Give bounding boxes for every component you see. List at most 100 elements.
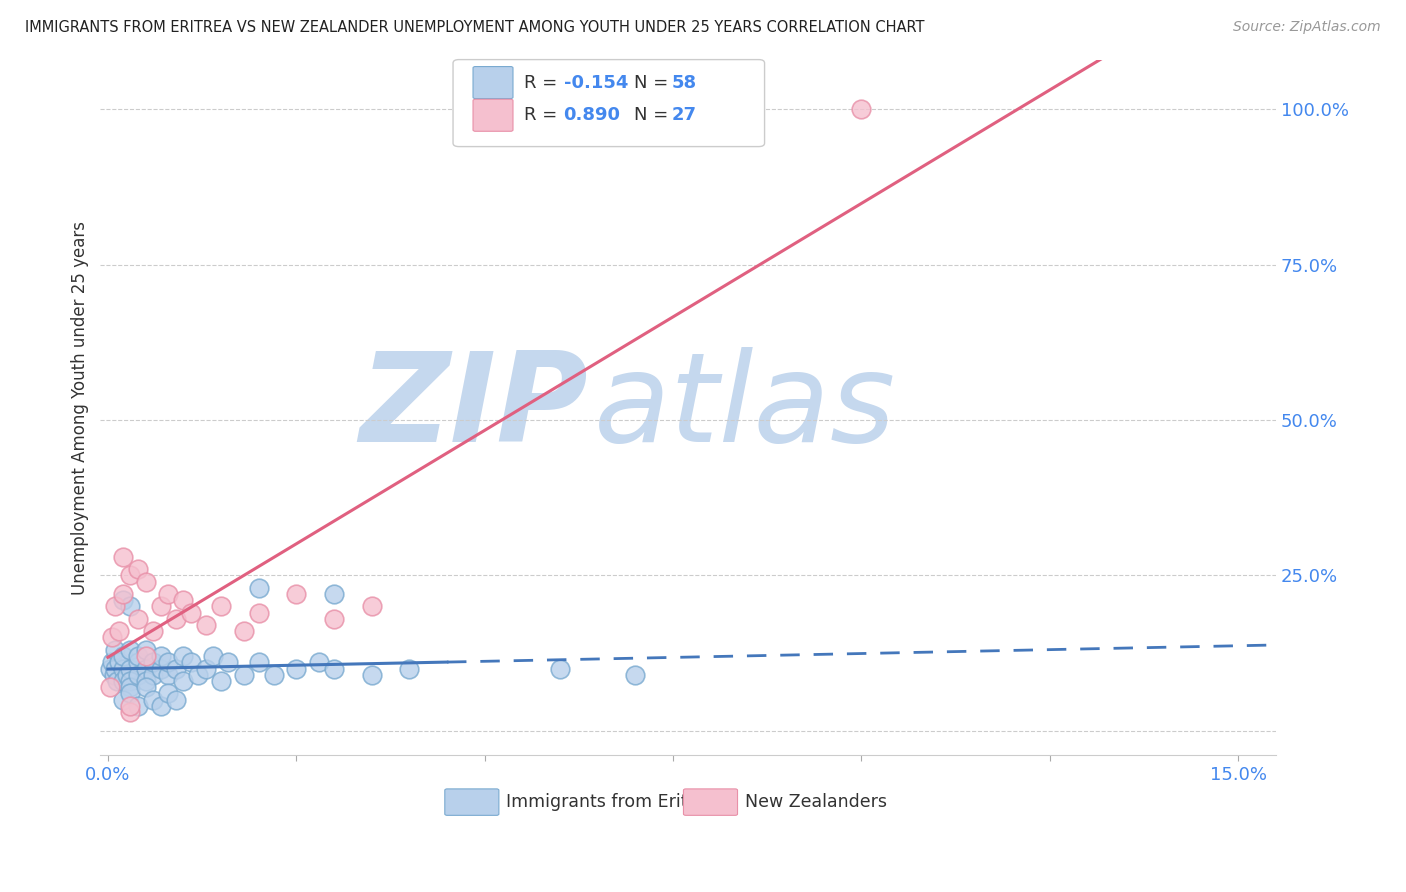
Point [548, 661, 571, 675]
Point [172, 673, 194, 688]
Text: 0.890: 0.890 [564, 106, 620, 124]
Point [135, 649, 157, 664]
Point [120, 673, 142, 688]
Point [120, 568, 142, 582]
Point [165, 612, 187, 626]
Point [360, 599, 382, 614]
Point [149, 599, 172, 614]
Point [100, 655, 122, 669]
Point [127, 562, 149, 576]
Point [127, 655, 149, 669]
Point [285, 661, 308, 675]
Point [103, 667, 125, 681]
Text: IMMIGRANTS FROM ERITREA VS NEW ZEALANDER UNEMPLOYMENT AMONG YOUTH UNDER 25 YEARS: IMMIGRANTS FROM ERITREA VS NEW ZEALANDER… [25, 20, 925, 35]
Point [100, 631, 122, 645]
Point [323, 587, 346, 601]
Point [111, 673, 134, 688]
Text: 27: 27 [672, 106, 697, 124]
Point [247, 606, 270, 620]
Point [142, 667, 165, 681]
Text: R =: R = [523, 106, 562, 124]
Point [247, 655, 270, 669]
Text: N =: N = [634, 73, 673, 92]
Text: 58: 58 [672, 73, 697, 92]
Point [624, 667, 647, 681]
Y-axis label: Unemployment Among Youth under 25 years: Unemployment Among Youth under 25 years [72, 220, 89, 595]
Text: N =: N = [634, 106, 673, 124]
Point [127, 612, 149, 626]
Point [135, 574, 157, 589]
Point [105, 673, 128, 688]
FancyBboxPatch shape [453, 60, 765, 146]
Point [111, 549, 134, 564]
Point [120, 705, 142, 719]
FancyBboxPatch shape [472, 67, 513, 99]
Point [120, 686, 142, 700]
Point [127, 698, 149, 713]
FancyBboxPatch shape [683, 789, 738, 815]
Point [115, 667, 138, 681]
Point [263, 667, 285, 681]
Point [98, 680, 121, 694]
Point [194, 618, 217, 632]
Point [165, 661, 187, 675]
Point [108, 655, 131, 669]
Point [180, 606, 202, 620]
Point [111, 661, 134, 675]
Point [120, 680, 142, 694]
Point [157, 587, 180, 601]
Point [104, 643, 127, 657]
Text: R =: R = [523, 73, 562, 92]
Point [247, 581, 270, 595]
Point [149, 649, 172, 664]
Point [217, 655, 239, 669]
Point [360, 667, 382, 681]
Point [111, 692, 134, 706]
Point [323, 661, 346, 675]
Point [209, 673, 232, 688]
Point [98, 661, 121, 675]
Point [209, 599, 232, 614]
Point [232, 667, 254, 681]
Point [323, 612, 346, 626]
Point [142, 655, 165, 669]
Point [120, 661, 142, 675]
Point [111, 593, 134, 607]
Point [149, 661, 172, 675]
Point [851, 103, 873, 117]
Point [127, 667, 149, 681]
Point [127, 649, 149, 664]
Point [120, 698, 142, 713]
Point [104, 661, 127, 675]
Point [149, 698, 172, 713]
Point [120, 643, 142, 657]
Point [285, 587, 308, 601]
Point [172, 593, 194, 607]
Text: atlas: atlas [595, 347, 896, 468]
FancyBboxPatch shape [444, 789, 499, 815]
Point [111, 587, 134, 601]
Text: Source: ZipAtlas.com: Source: ZipAtlas.com [1233, 20, 1381, 34]
Point [194, 661, 217, 675]
Point [157, 686, 180, 700]
Point [172, 649, 194, 664]
Text: ZIP: ZIP [360, 347, 588, 468]
Point [135, 673, 157, 688]
Point [142, 624, 165, 639]
Point [308, 655, 330, 669]
Point [157, 655, 180, 669]
Point [111, 649, 134, 664]
Point [165, 692, 187, 706]
Point [157, 667, 180, 681]
Point [104, 599, 127, 614]
Text: -0.154: -0.154 [564, 73, 628, 92]
Point [187, 667, 209, 681]
Point [135, 661, 157, 675]
Text: Immigrants from Eritrea: Immigrants from Eritrea [506, 793, 716, 811]
Point [135, 680, 157, 694]
Text: New Zealanders: New Zealanders [745, 793, 887, 811]
Point [180, 655, 202, 669]
Point [120, 599, 142, 614]
Point [135, 643, 157, 657]
Point [398, 661, 420, 675]
